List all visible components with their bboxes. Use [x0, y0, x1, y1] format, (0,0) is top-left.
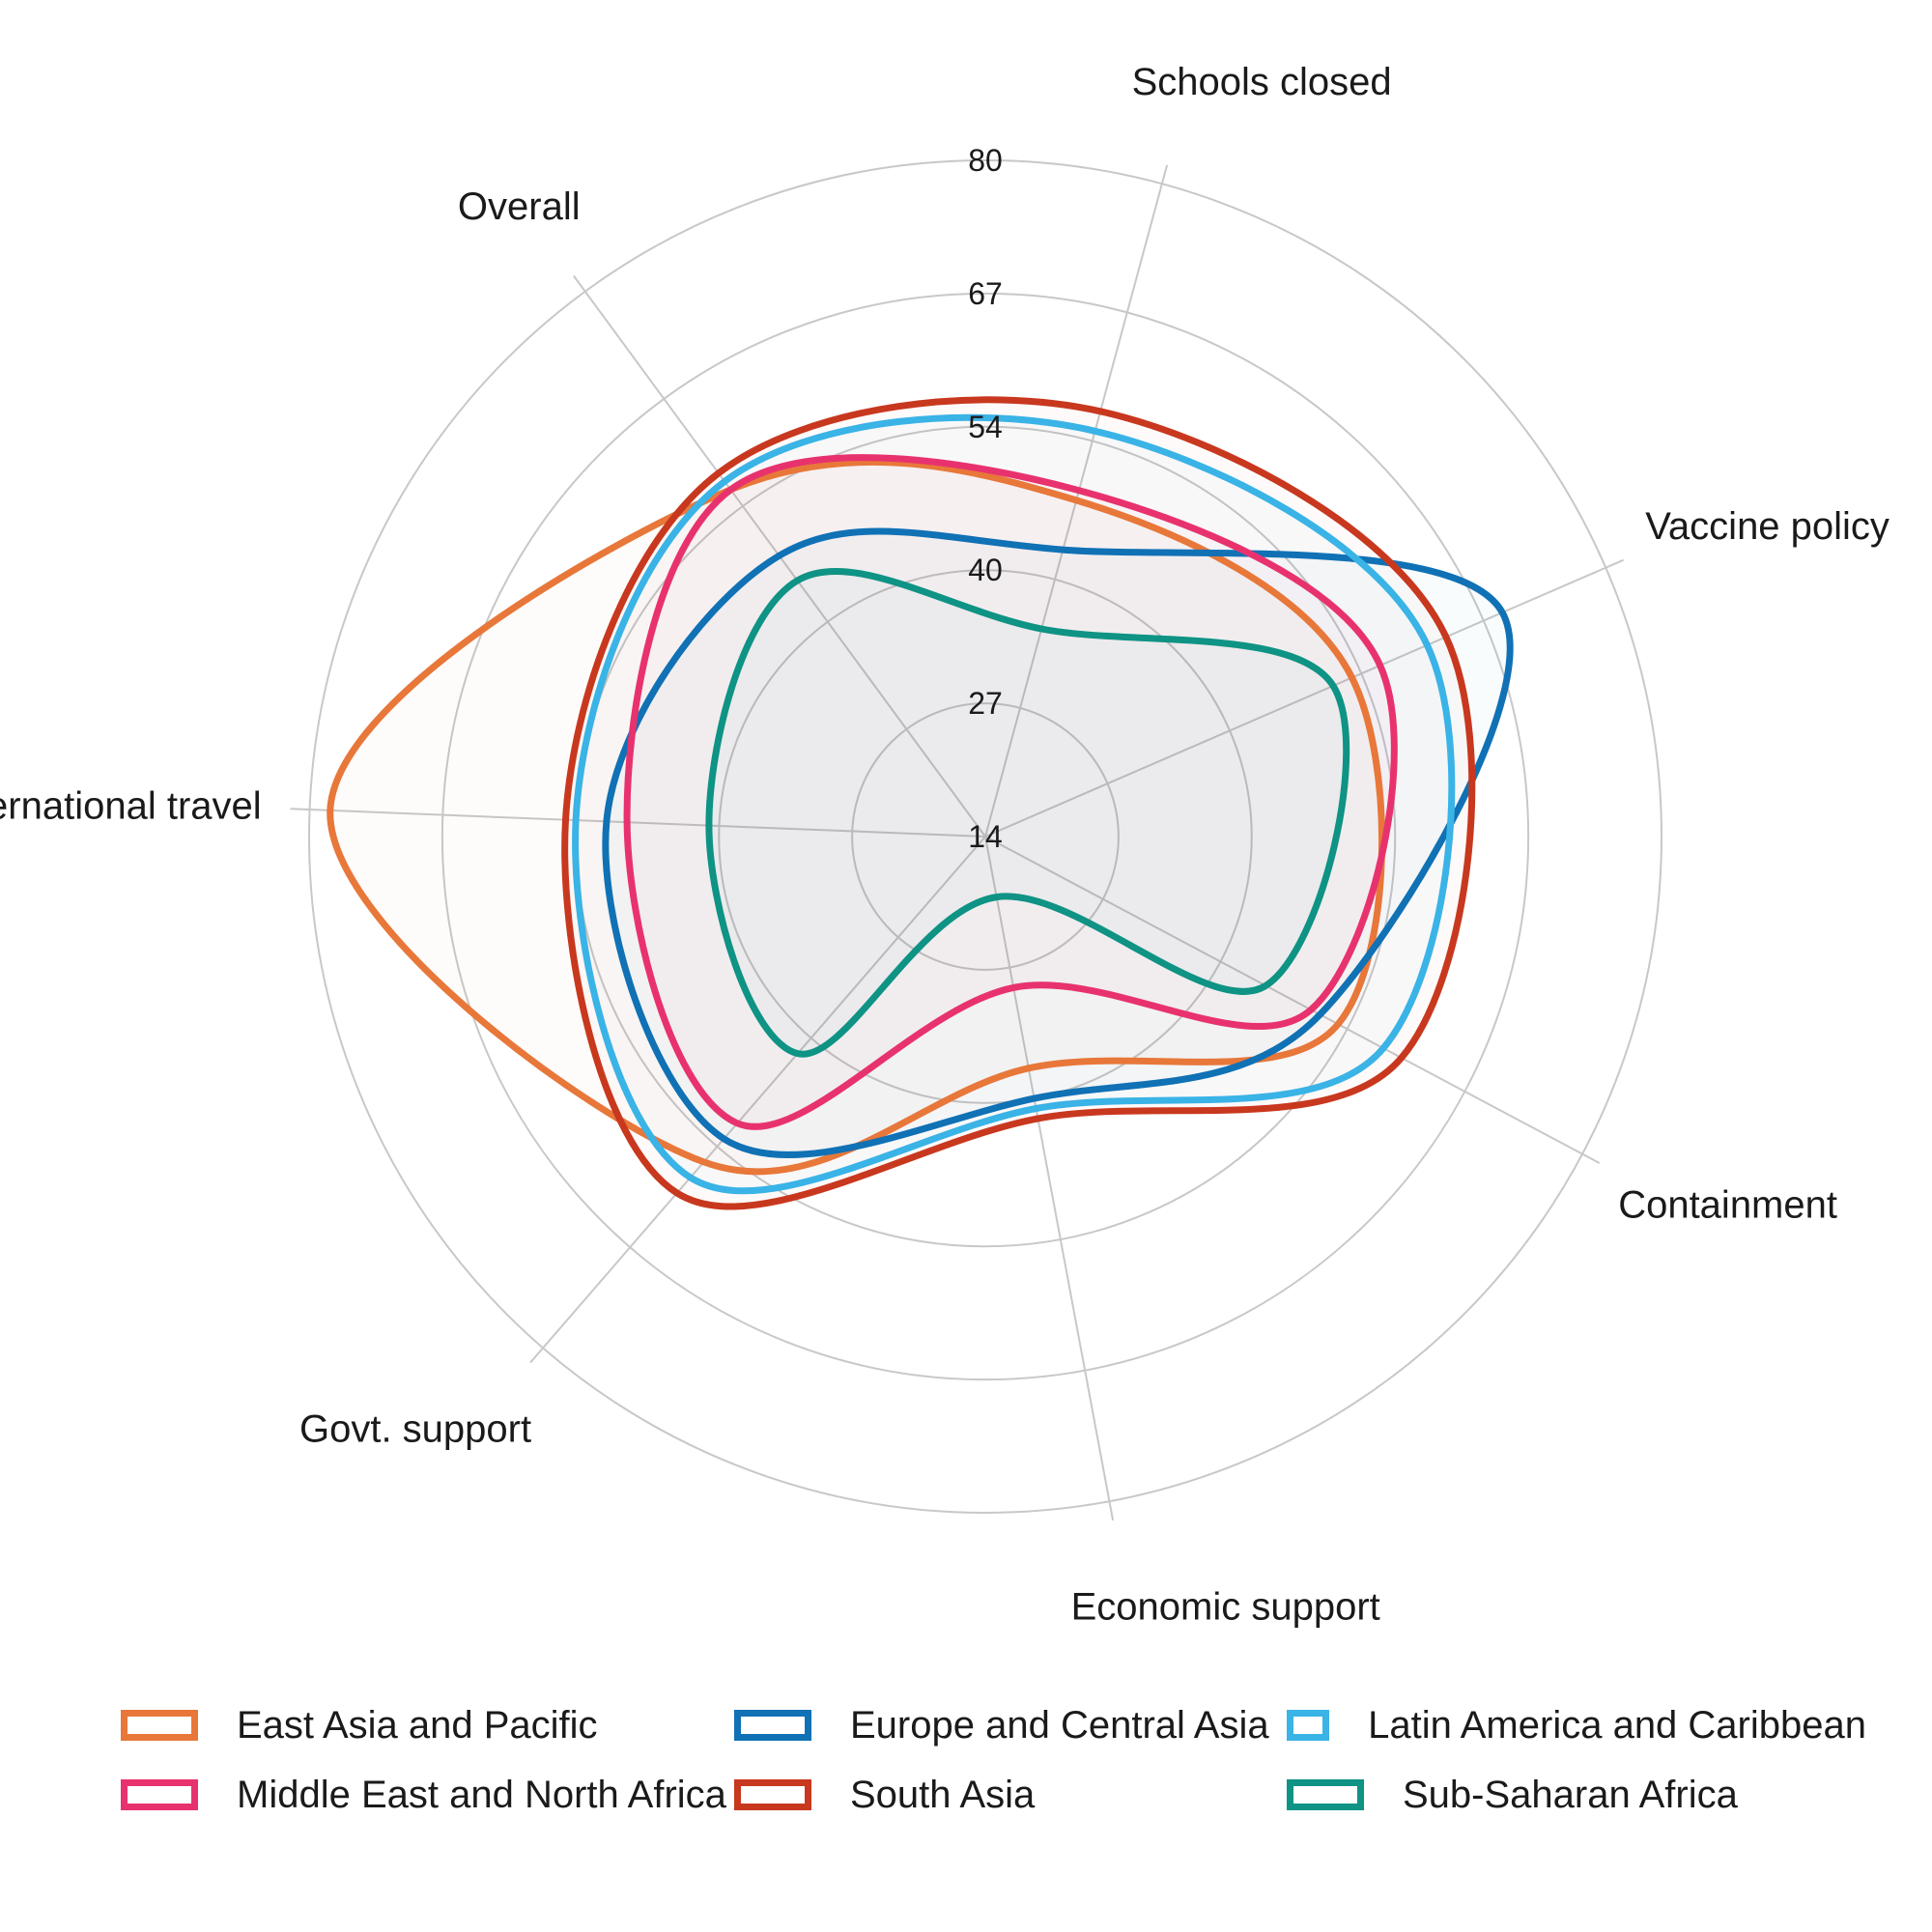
legend-item: Latin America and Caribbean	[1287, 1700, 1866, 1750]
series-line-middle-east-and-north-africa	[623, 454, 1398, 1130]
grid-ring	[308, 159, 1662, 1514]
legend-swatch	[1287, 1779, 1364, 1810]
data-point-middle-east-and-north-africa	[729, 489, 731, 491]
legend: East Asia and Pacific Europe and Central …	[121, 1700, 1879, 1820]
axis-label: Schools closed	[1132, 61, 1392, 103]
axis-label: Overall	[458, 185, 581, 228]
grid-ring	[851, 702, 1120, 971]
legend-item: Middle East and North Africa	[121, 1770, 734, 1820]
data-point-latin-america-and-caribbean	[575, 819, 577, 821]
grid-rings	[308, 159, 1662, 1514]
legend-item: East Asia and Pacific	[121, 1700, 734, 1750]
axis-spoke	[529, 836, 986, 1364]
series-outlines	[327, 396, 1514, 1210]
axis-label: Containment	[1618, 1183, 1837, 1226]
grid-ring	[440, 292, 1530, 1381]
data-point-middle-east-and-north-africa	[1379, 665, 1381, 667]
data-point-east-asia-and-pacific	[1351, 677, 1353, 679]
data-point-europe-and-central-asia	[723, 1138, 724, 1140]
axis-label: Economic support	[1071, 1585, 1380, 1628]
series-line-sub-saharan-africa	[705, 568, 1350, 1058]
axis-spoke	[984, 836, 1601, 1164]
series-line-latin-america-and-caribbean	[572, 413, 1456, 1195]
data-point-south-asia	[1037, 1118, 1039, 1120]
axis-spoke	[290, 808, 986, 838]
radial-tick-label: 54	[968, 410, 1003, 444]
data-point-south-asia	[676, 1192, 678, 1194]
data-point-south-asia	[1401, 1057, 1403, 1059]
legend-item: South Asia	[734, 1770, 1287, 1820]
legend-label: East Asia and Pacific	[237, 1703, 598, 1747]
data-point-east-asia-and-pacific	[703, 1161, 705, 1163]
axis-label: International travel	[0, 785, 262, 828]
data-point-middle-east-and-north-africa	[1078, 490, 1080, 492]
radial-tick-label: 14	[968, 819, 1003, 854]
legend-swatch	[121, 1779, 198, 1810]
data-point-east-asia-and-pacific	[1028, 1067, 1030, 1069]
data-point-sub-saharan-africa	[796, 580, 798, 582]
data-point-latin-america-and-caribbean	[724, 480, 725, 482]
data-point-latin-america-and-caribbean	[1094, 430, 1096, 432]
data-point-east-asia-and-pacific	[1075, 499, 1077, 501]
data-point-latin-america-and-caribbean	[1426, 644, 1428, 646]
data-point-europe-and-central-asia	[1034, 1097, 1036, 1099]
legend-label: South Asia	[850, 1773, 1036, 1816]
data-point-latin-america-and-caribbean	[1382, 1047, 1384, 1049]
data-point-sub-saharan-africa	[708, 825, 710, 827]
data-point-europe-and-central-asia	[1062, 549, 1064, 551]
legend-item: Sub-Saharan Africa	[1287, 1770, 1866, 1820]
axis-spoke	[984, 558, 1625, 838]
data-point-middle-east-and-north-africa	[1310, 1009, 1312, 1010]
axis-label: Govt. support	[299, 1408, 531, 1451]
series-line-europe-and-central-asia	[602, 527, 1514, 1158]
data-point-europe-and-central-asia	[779, 554, 781, 556]
data-point-europe-and-central-asia	[606, 820, 608, 822]
legend-label: Europe and Central Asia	[850, 1703, 1269, 1747]
data-point-middle-east-and-north-africa	[1012, 986, 1014, 988]
data-point-middle-east-and-north-africa	[736, 1122, 738, 1124]
data-point-south-asia	[1099, 411, 1101, 412]
legend-label: Middle East and North Africa	[237, 1773, 726, 1816]
series-line-south-asia	[561, 396, 1476, 1210]
legend-swatch	[734, 1779, 811, 1810]
radial-tick-label: 67	[968, 276, 1003, 311]
radial-tick-label: 27	[968, 686, 1003, 721]
axis-spoke	[984, 836, 1115, 1520]
data-point-south-asia	[565, 819, 567, 821]
legend-swatch	[1287, 1710, 1330, 1741]
data-point-south-asia	[718, 472, 720, 474]
data-point-latin-america-and-caribbean	[1036, 1108, 1037, 1110]
legend-label: Latin America and Caribbean	[1368, 1703, 1866, 1747]
radial-tick-labels: 14 27 40 54 67 80	[968, 143, 1003, 854]
legend-item: Europe and Central Asia	[734, 1700, 1287, 1750]
axis-labels: Containment Economic support Govt. support…	[0, 61, 1889, 1628]
data-point-middle-east-and-north-africa	[626, 821, 628, 823]
series-line-east-asia-and-pacific	[327, 458, 1386, 1176]
data-point-sub-saharan-africa	[1332, 685, 1334, 687]
data-point-east-asia-and-pacific	[1337, 1023, 1339, 1025]
legend-swatch	[121, 1710, 198, 1741]
data-point-latin-america-and-caribbean	[690, 1177, 692, 1179]
axis-label: Vaccine policy	[1645, 505, 1889, 548]
data-point-europe-and-central-asia	[1320, 1013, 1321, 1015]
data-point-east-asia-and-pacific	[329, 810, 331, 811]
data-point-sub-saharan-africa	[797, 1053, 799, 1055]
radial-tick-label: 80	[968, 143, 1003, 178]
legend-swatch	[734, 1710, 811, 1741]
data-point-sub-saharan-africa	[996, 896, 998, 898]
grid-ring	[718, 569, 1253, 1104]
radial-tick-label: 40	[968, 553, 1003, 587]
data-point-south-asia	[1445, 636, 1447, 638]
data-point-europe-and-central-asia	[1501, 611, 1503, 613]
data-point-sub-saharan-africa	[1264, 984, 1266, 986]
data-point-sub-saharan-africa	[1040, 628, 1042, 630]
legend-label: Sub-Saharan Africa	[1403, 1773, 1738, 1816]
radar-chart: 14 27 40 54 67 80 Containment Economic support…	[0, 61, 1889, 1628]
